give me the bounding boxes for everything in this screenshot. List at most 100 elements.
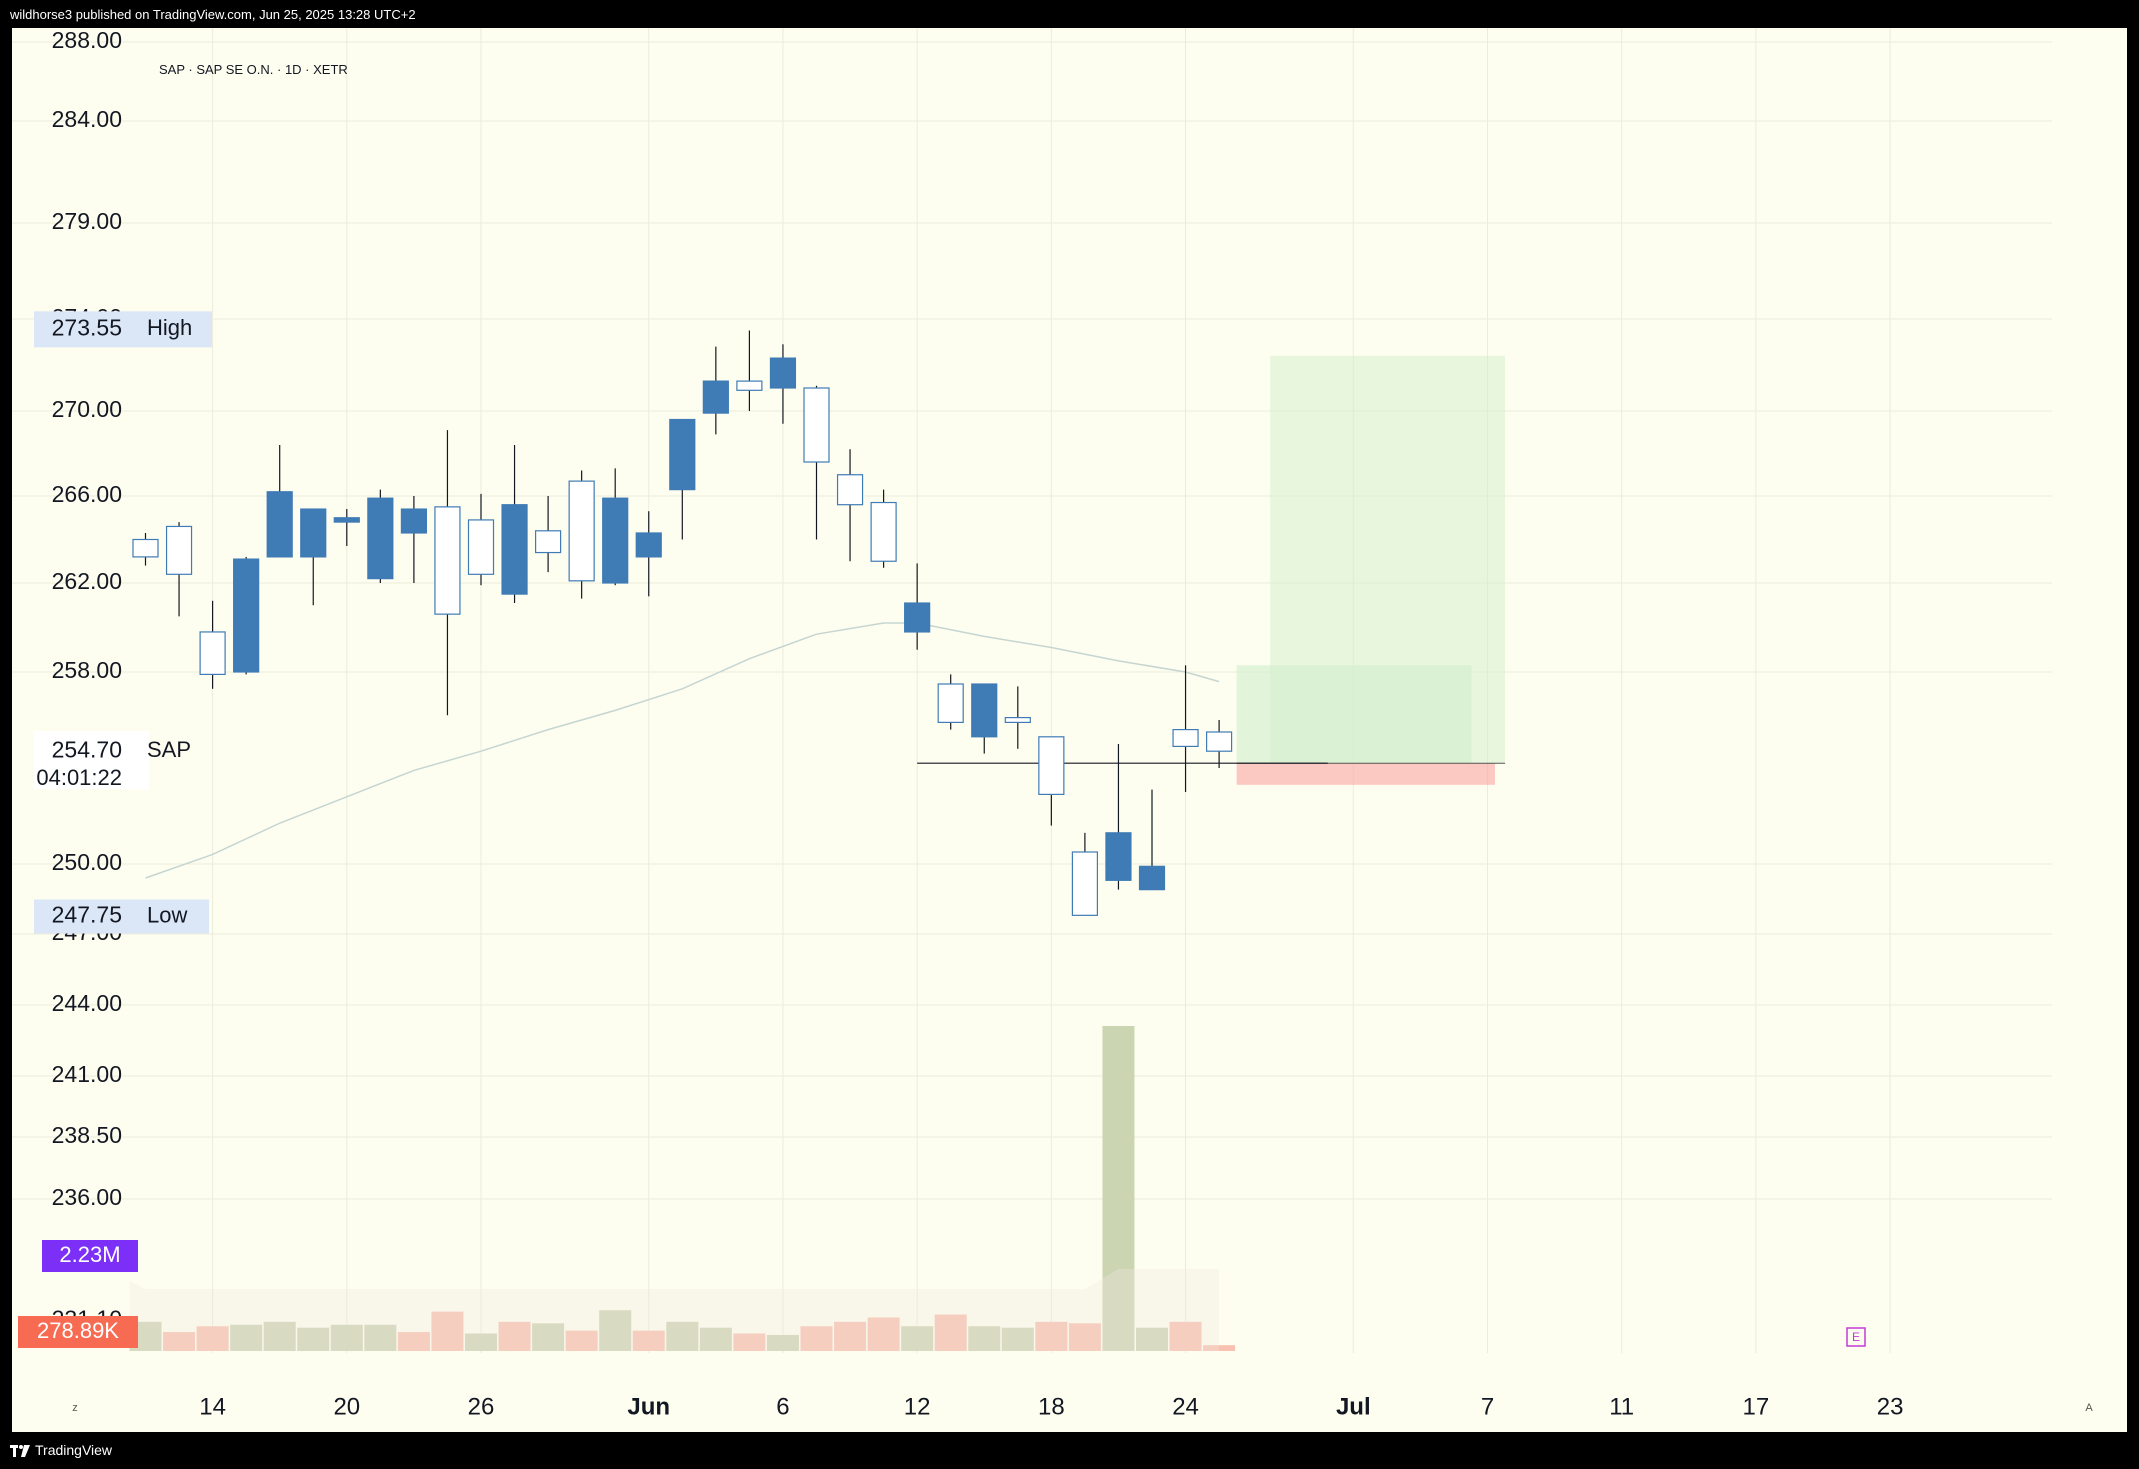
candles xyxy=(132,330,1233,916)
candle-body[interactable] xyxy=(300,508,327,558)
volume-bar xyxy=(1102,1026,1135,1351)
ma-line xyxy=(145,622,1220,879)
candle-body[interactable] xyxy=(904,602,931,633)
candle-body[interactable] xyxy=(400,508,427,534)
autoscale-button-label: A xyxy=(2085,1402,2093,1414)
volume-bar xyxy=(364,1324,397,1351)
price-tick-label: 241.00 xyxy=(52,1061,122,1087)
volume-bar xyxy=(163,1332,196,1351)
candle-body[interactable] xyxy=(669,418,696,491)
volume-bar xyxy=(1068,1323,1101,1351)
candle-body[interactable] xyxy=(1038,736,1065,795)
candle-body[interactable] xyxy=(937,683,964,724)
candle-body[interactable] xyxy=(736,380,763,391)
high-text: High xyxy=(147,315,192,340)
publisher-bar: wildhorse3 published on TradingView.com,… xyxy=(0,0,2139,28)
time-tick-label: 18 xyxy=(1038,1393,1065,1420)
time-tick-label: 24 xyxy=(1172,1393,1199,1420)
low-text: Low xyxy=(147,902,187,927)
candle-body[interactable] xyxy=(1172,728,1199,747)
price-tick-label: 288.00 xyxy=(52,28,122,53)
price-tick-label: 262.00 xyxy=(52,568,122,594)
price-labels: 273.55 High 254.70 SAP 04:01:22 247.75 Low 2.23… xyxy=(18,311,1866,1348)
volume-bar xyxy=(699,1327,732,1351)
candle-body[interactable] xyxy=(467,519,495,575)
candle-body[interactable] xyxy=(635,532,662,558)
candle-body[interactable] xyxy=(870,501,897,562)
target-zone[interactable] xyxy=(1236,665,1472,764)
time-tick-label: 26 xyxy=(468,1393,495,1420)
price-tick-label: 250.00 xyxy=(52,849,122,875)
time-axis: 14 20 26 Jun 6 12 18 24 Jul 7 11 17 23 z A xyxy=(63,1393,2101,1420)
volume-bar xyxy=(263,1321,296,1351)
chart-pane[interactable]: 288.00284.00279.00274.00270.00266.00262.… xyxy=(12,28,2127,1432)
volume-bar xyxy=(465,1333,497,1351)
price-tick-label: 236.00 xyxy=(52,1184,122,1210)
last-symbol: SAP xyxy=(147,737,191,762)
tradingview-brand[interactable]: TradingView xyxy=(10,1442,112,1458)
time-tick-label: 23 xyxy=(1877,1393,1904,1420)
publisher-text: wildhorse3 published on TradingView.com,… xyxy=(10,7,416,22)
volume-bar xyxy=(800,1326,833,1351)
volume-bar xyxy=(230,1324,263,1351)
volume-bar xyxy=(297,1327,330,1351)
volume-bar xyxy=(733,1333,766,1351)
volume-value: 2.23M xyxy=(59,1242,120,1267)
stop-zone[interactable] xyxy=(1236,763,1495,785)
candle-body[interactable] xyxy=(132,538,159,558)
candle-body[interactable] xyxy=(836,474,864,506)
timezone-button[interactable] xyxy=(63,1396,87,1420)
candle-body[interactable] xyxy=(367,497,394,580)
volume-bar xyxy=(766,1334,799,1351)
candle-body[interactable] xyxy=(165,525,193,575)
candle-body[interactable] xyxy=(803,387,830,463)
candle-body[interactable] xyxy=(501,504,528,595)
candle-body[interactable] xyxy=(1138,865,1166,891)
candle-body[interactable] xyxy=(1205,731,1233,752)
volume-bar xyxy=(1035,1321,1068,1351)
grid xyxy=(12,28,2052,1353)
position-zones xyxy=(1236,355,1506,785)
time-tick-label: 6 xyxy=(776,1393,789,1420)
volume-ma-badge xyxy=(18,1316,138,1348)
candle-body[interactable] xyxy=(233,558,260,673)
footer-bar: TradingView xyxy=(0,1432,2139,1469)
volume-bars xyxy=(129,1026,1236,1351)
volume-bar xyxy=(431,1311,464,1351)
candle-body[interactable] xyxy=(266,491,293,558)
candle-body[interactable] xyxy=(702,380,729,414)
candle-body[interactable] xyxy=(971,683,998,738)
candle-body[interactable] xyxy=(769,357,797,389)
candle-body[interactable] xyxy=(534,530,562,554)
time-tick-label: 7 xyxy=(1481,1393,1494,1420)
high-label-bg xyxy=(34,311,212,348)
time-tick-label: 14 xyxy=(199,1393,226,1420)
volume-bar xyxy=(867,1317,900,1351)
volume-bar xyxy=(1001,1327,1034,1351)
earnings-marker[interactable] xyxy=(1846,1327,1866,1347)
candle-body[interactable] xyxy=(199,631,226,676)
last-price: 254.70 xyxy=(52,736,122,762)
time-tick-label: 11 xyxy=(1609,1393,1634,1420)
symbol-legend[interactable]: SAP · SAP SE O.N. · 1D · XETR xyxy=(159,62,348,77)
volume-bar xyxy=(397,1332,430,1351)
candle-body[interactable] xyxy=(1004,716,1031,723)
tradingview-logo-icon xyxy=(10,1444,30,1457)
time-tick-label: 17 xyxy=(1743,1393,1770,1420)
volume-bar xyxy=(934,1314,967,1351)
time-tick-label: 20 xyxy=(333,1393,360,1420)
bar-countdown: 04:01:22 xyxy=(36,765,122,790)
candle-body[interactable] xyxy=(602,497,629,584)
price-tick-label: 238.50 xyxy=(52,1122,122,1148)
price-tick-label: 244.00 xyxy=(52,990,122,1016)
candle-body[interactable] xyxy=(1071,851,1099,916)
autoscale-button[interactable] xyxy=(2077,1396,2101,1420)
volume-bar xyxy=(532,1323,565,1351)
candle-body[interactable] xyxy=(333,517,360,523)
chart-svg[interactable]: 288.00284.00279.00274.00270.00266.00262.… xyxy=(12,28,2127,1432)
candle-body[interactable] xyxy=(1105,832,1132,881)
volume-bar xyxy=(632,1330,665,1351)
candle-body[interactable] xyxy=(434,506,461,615)
volume-bar xyxy=(666,1321,699,1351)
candle-body[interactable] xyxy=(568,480,595,582)
